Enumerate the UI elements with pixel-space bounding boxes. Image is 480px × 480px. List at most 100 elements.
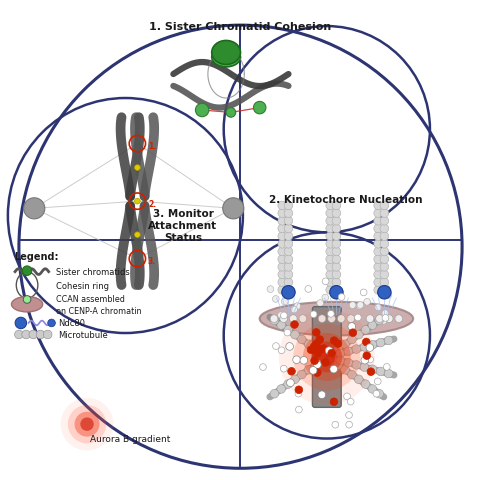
Text: Aurora B gradient: Aurora B gradient [90,434,170,443]
Circle shape [332,312,338,319]
Circle shape [253,102,265,115]
Circle shape [375,338,384,347]
Circle shape [15,318,26,329]
Circle shape [277,248,286,256]
Circle shape [374,390,383,398]
Circle shape [319,345,327,353]
Circle shape [279,315,287,323]
Circle shape [287,368,295,375]
Circle shape [325,209,334,218]
Circle shape [226,108,235,118]
Circle shape [379,314,386,321]
Circle shape [289,315,297,323]
Circle shape [290,331,299,339]
Circle shape [276,321,285,330]
Circle shape [360,357,368,364]
Circle shape [293,324,360,391]
Circle shape [270,390,278,398]
Circle shape [48,320,55,327]
Circle shape [290,307,297,313]
Circle shape [375,367,384,376]
Circle shape [317,391,325,399]
Circle shape [14,330,23,339]
Circle shape [360,343,368,351]
Circle shape [222,198,243,219]
Circle shape [354,331,362,339]
Circle shape [379,232,388,241]
Ellipse shape [211,48,240,68]
Circle shape [284,202,292,210]
Circle shape [331,278,340,287]
Circle shape [327,315,335,323]
Circle shape [325,263,334,272]
Circle shape [327,351,336,360]
Circle shape [381,315,388,322]
Circle shape [381,310,388,317]
Circle shape [284,271,292,279]
Circle shape [294,386,302,394]
Ellipse shape [12,297,43,312]
Text: 3. Monitor
Attachment
Status: 3. Monitor Attachment Status [148,209,217,242]
Circle shape [354,375,362,384]
Circle shape [74,412,99,437]
Circle shape [277,263,286,272]
Circle shape [36,330,45,339]
Circle shape [277,225,286,233]
Circle shape [285,343,293,350]
Circle shape [329,398,337,406]
Circle shape [340,366,348,374]
Circle shape [375,315,383,323]
Circle shape [379,263,388,272]
Circle shape [330,337,337,345]
Circle shape [360,289,366,296]
Circle shape [379,225,388,233]
Text: CCAN assembled
on CENP-A chromatin: CCAN assembled on CENP-A chromatin [56,294,141,315]
Circle shape [372,391,379,397]
Circle shape [327,349,335,357]
Circle shape [325,278,334,287]
Circle shape [360,363,368,372]
Circle shape [383,364,389,371]
Circle shape [380,318,386,324]
Text: Legend:: Legend: [14,251,59,261]
Circle shape [302,333,350,381]
Circle shape [277,255,286,264]
Circle shape [331,263,340,272]
Circle shape [277,232,286,241]
Circle shape [360,326,369,335]
Circle shape [276,385,285,394]
Text: Sister chromatids: Sister chromatids [56,267,129,276]
Circle shape [373,217,382,226]
Circle shape [329,286,342,300]
Circle shape [351,345,360,354]
Circle shape [281,299,288,305]
Circle shape [312,329,320,336]
Circle shape [277,312,284,319]
Text: 3.: 3. [148,257,156,265]
Circle shape [284,286,292,295]
Text: 2. Kinetochore Nucleation: 2. Kinetochore Nucleation [269,194,422,204]
Text: 1. Sister Chromatid Cohesion: 1. Sister Chromatid Cohesion [149,22,331,32]
Circle shape [277,209,286,218]
Circle shape [354,314,360,321]
Circle shape [373,209,382,218]
Circle shape [284,240,292,249]
Circle shape [394,315,402,323]
Circle shape [292,356,300,364]
Circle shape [333,345,342,354]
Circle shape [365,315,373,323]
Circle shape [309,367,316,374]
Circle shape [326,350,335,359]
Circle shape [336,315,344,323]
Circle shape [379,271,388,279]
Circle shape [300,357,307,364]
Circle shape [366,357,373,363]
Circle shape [331,209,340,218]
Circle shape [316,300,323,307]
Circle shape [384,315,392,323]
Circle shape [266,286,273,293]
Circle shape [373,378,380,385]
Circle shape [134,232,140,238]
Circle shape [374,316,383,325]
Circle shape [313,361,321,369]
